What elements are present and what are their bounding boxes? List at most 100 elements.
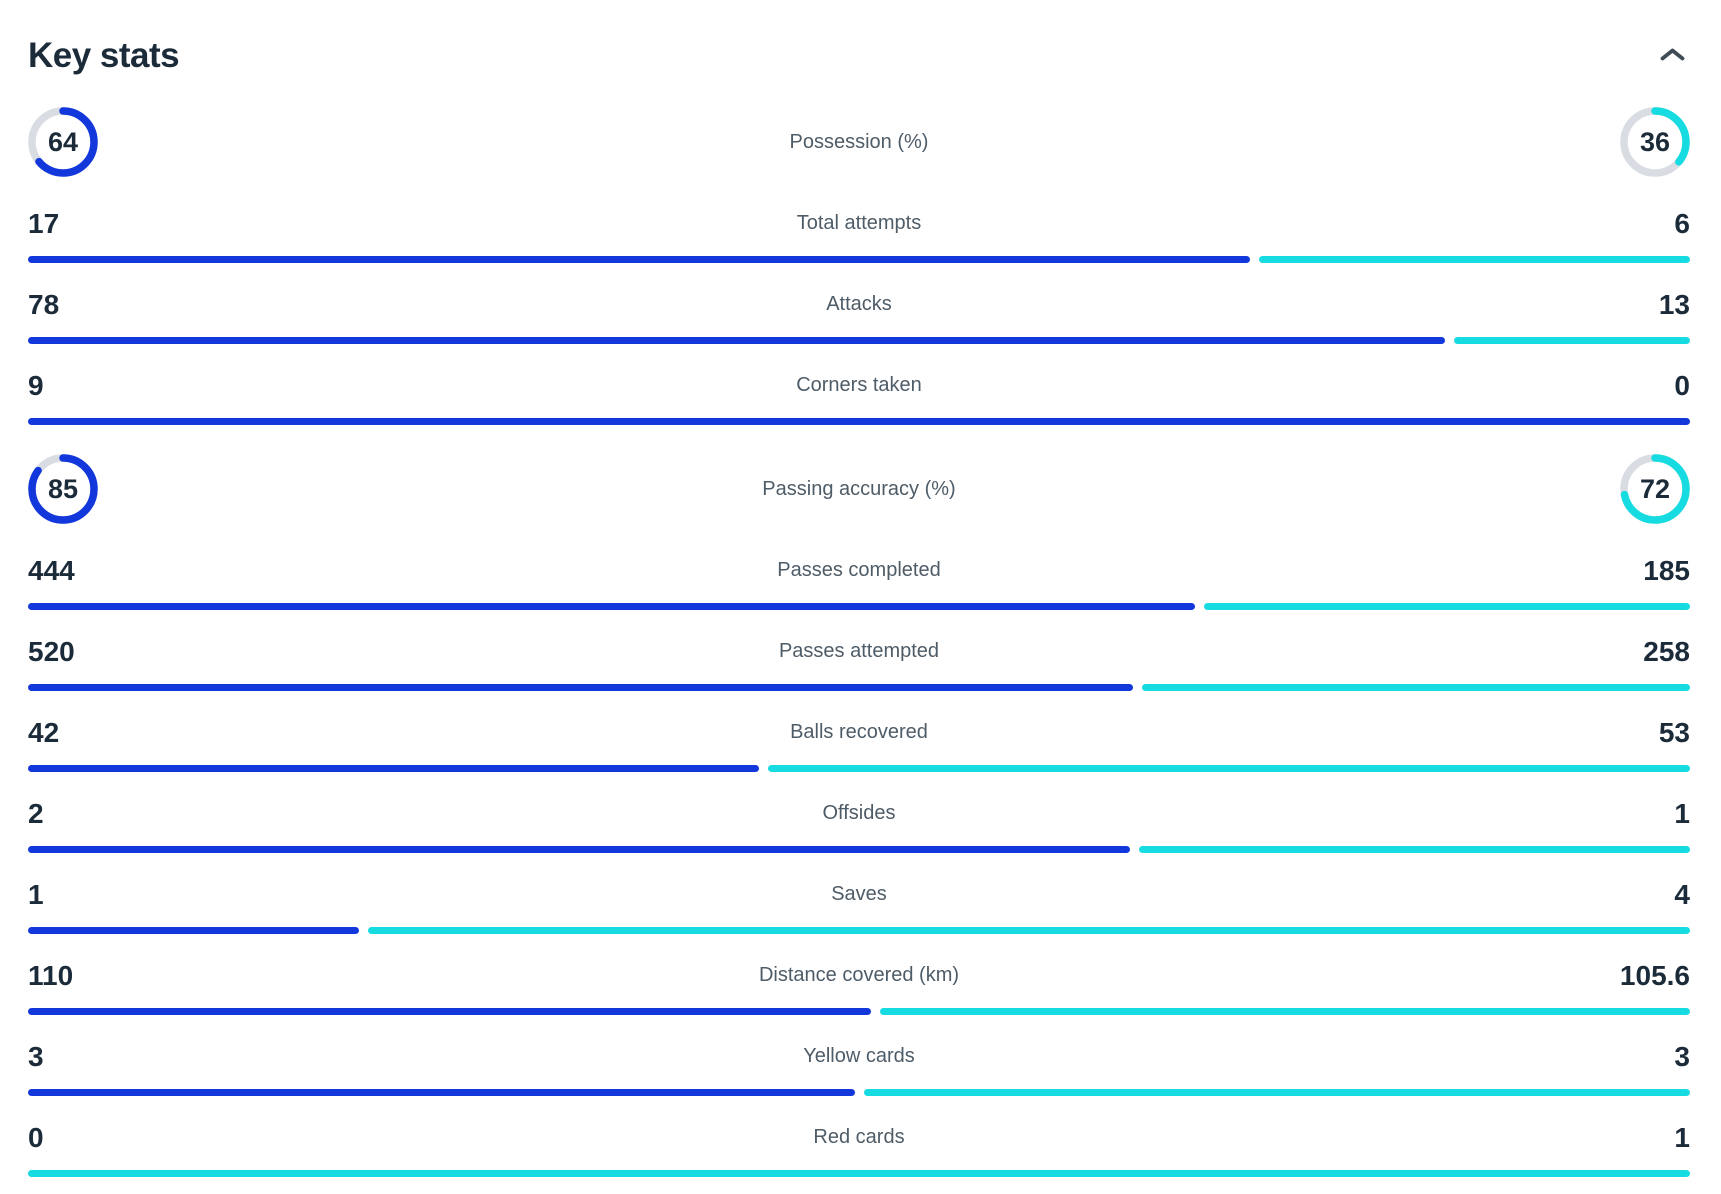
stat-bar	[28, 764, 1690, 772]
stat-bar	[28, 1007, 1690, 1015]
stat-row: 64 Possession (%) 36	[28, 90, 1690, 194]
stat-line: 78 Attacks 13	[28, 288, 1690, 322]
stat-row: 0 Red cards 1	[28, 1108, 1690, 1189]
away-value: 185	[1643, 555, 1690, 586]
stat-line: 1 Saves 4	[28, 878, 1690, 912]
stat-label: Saves	[831, 883, 887, 906]
stat-label: Passes completed	[777, 559, 941, 582]
away-value: 3	[1674, 1041, 1690, 1072]
stat-label: Passing accuracy (%)	[762, 477, 956, 500]
stat-bar	[28, 845, 1690, 853]
stat-bar	[28, 255, 1690, 263]
home-bar	[28, 683, 1133, 691]
home-value: 42	[28, 717, 60, 748]
stat-line: 2 Offsides 1	[28, 797, 1690, 831]
away-bar	[1139, 845, 1690, 853]
away-bar	[863, 1088, 1690, 1096]
away-value: 13	[1658, 289, 1690, 320]
away-bar	[1258, 255, 1690, 263]
stat-label: Distance covered (km)	[758, 964, 960, 987]
collapse-button[interactable]	[1654, 38, 1690, 74]
stat-row: 78 Attacks 13	[28, 275, 1690, 356]
stat-row: 1 Saves 4	[28, 865, 1690, 946]
away-value: 1	[1674, 798, 1690, 829]
away-bar	[1203, 602, 1690, 610]
stats-rows: 64 Possession (%) 36 17 Total attempts 6…	[28, 90, 1690, 1189]
stat-row: 3 Yellow cards 3	[28, 1027, 1690, 1108]
stat-line: 9 Corners taken 0	[28, 369, 1690, 403]
stat-line: 0 Red cards 1	[28, 1121, 1690, 1155]
panel-header: Key stats	[28, 34, 1690, 78]
stat-row: 520 Passes attempted 258	[28, 622, 1690, 703]
home-bar	[28, 602, 1195, 610]
stat-bar	[28, 926, 1690, 934]
stat-label: Total attempts	[796, 212, 922, 235]
stat-row: 42 Balls recovered 53	[28, 703, 1690, 784]
stat-label: Red cards	[813, 1126, 905, 1149]
stat-bar	[28, 336, 1690, 344]
away-value: 72	[1639, 473, 1671, 504]
stat-label: Yellow cards	[803, 1045, 915, 1068]
away-bar	[1453, 336, 1690, 344]
stat-row: 110 Distance covered (km) 105.6	[28, 946, 1690, 1027]
home-donut: 85	[28, 454, 98, 524]
home-bar	[28, 336, 1445, 344]
home-value: 110	[28, 960, 74, 991]
away-value: 6	[1674, 208, 1690, 239]
page-title: Key stats	[28, 36, 180, 75]
stat-label: Possession (%)	[789, 130, 929, 153]
home-bar	[28, 255, 1250, 263]
home-value: 85	[47, 473, 79, 504]
stat-line: 110 Distance covered (km) 105.6	[28, 959, 1690, 993]
away-value: 4	[1674, 879, 1690, 910]
home-value: 1	[28, 879, 44, 910]
away-value: 105.6	[1619, 960, 1690, 991]
home-value: 520	[28, 636, 75, 667]
away-bar	[767, 764, 1690, 772]
stat-line: 520 Passes attempted 258	[28, 635, 1690, 669]
home-donut: 64	[28, 107, 98, 177]
away-bar	[28, 1169, 1690, 1177]
away-value: 1	[1674, 1122, 1690, 1153]
home-value: 0	[28, 1122, 44, 1153]
home-value: 78	[28, 289, 60, 320]
stat-label: Balls recovered	[790, 721, 928, 744]
stat-bar	[28, 602, 1690, 610]
home-bar	[28, 764, 759, 772]
stat-label: Attacks	[826, 293, 892, 316]
stat-label: Passes attempted	[778, 640, 940, 663]
away-donut: 36	[1620, 107, 1690, 177]
stat-label: Offsides	[822, 802, 896, 825]
home-bar	[28, 417, 1690, 425]
stat-label: Corners taken	[796, 374, 922, 397]
stat-row: 85 Passing accuracy (%) 72	[28, 437, 1690, 541]
away-bar	[367, 926, 1690, 934]
home-bar	[28, 1007, 872, 1015]
stat-line: 17 Total attempts 6	[28, 207, 1690, 241]
home-value: 17	[28, 208, 60, 239]
stat-row: 444 Passes completed 185	[28, 541, 1690, 622]
away-value: 53	[1658, 717, 1690, 748]
stat-line: 3 Yellow cards 3	[28, 1040, 1690, 1074]
stat-bar	[28, 417, 1690, 425]
home-bar	[28, 845, 1130, 853]
away-value: 36	[1639, 126, 1671, 157]
stat-bar	[28, 1088, 1690, 1096]
stat-line: 444 Passes completed 185	[28, 554, 1690, 588]
home-value: 9	[28, 370, 44, 401]
stat-line: 42 Balls recovered 53	[28, 716, 1690, 750]
stat-row: 2 Offsides 1	[28, 784, 1690, 865]
chevron-up-icon	[1659, 46, 1686, 66]
away-bar	[880, 1007, 1690, 1015]
stat-bar	[28, 683, 1690, 691]
home-value: 64	[47, 126, 79, 157]
away-value: 258	[1643, 636, 1690, 667]
away-bar	[1141, 683, 1690, 691]
home-value: 2	[28, 798, 44, 829]
stat-bar	[28, 1169, 1690, 1177]
home-bar	[28, 926, 359, 934]
away-value: 0	[1674, 370, 1690, 401]
stat-row: 9 Corners taken 0	[28, 356, 1690, 437]
stat-row: 17 Total attempts 6	[28, 194, 1690, 275]
